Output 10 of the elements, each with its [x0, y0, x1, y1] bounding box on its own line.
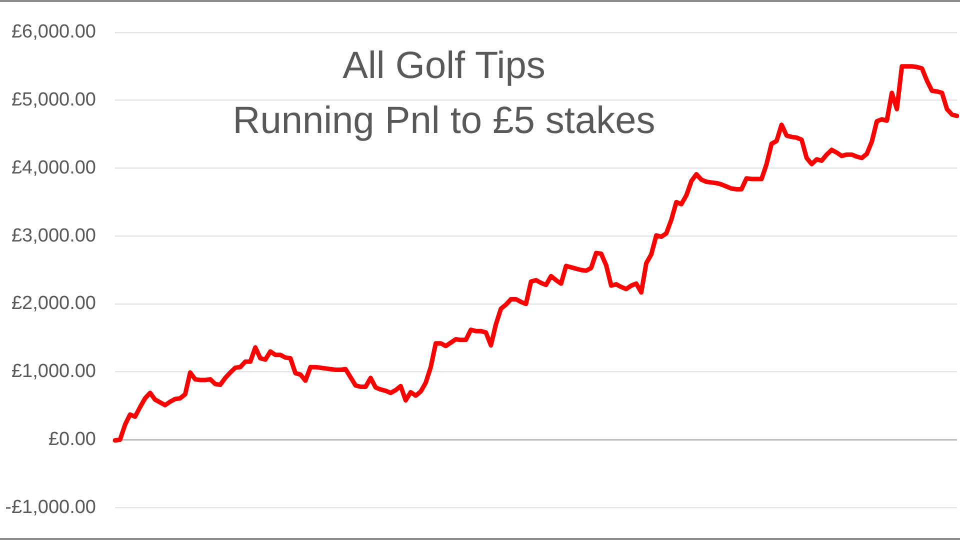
y-tick-label: £1,000.00 [11, 361, 96, 382]
chart-title: All Golf Tips [342, 44, 546, 88]
y-tick-label: £6,000.00 [11, 22, 96, 43]
y-tick-label: £5,000.00 [11, 90, 96, 111]
text: Running Pnl to £5 stakes [232, 99, 656, 143]
y-tick-label: £2,000.00 [11, 293, 96, 314]
y-tick-label: £0.00 [48, 428, 96, 450]
y-tick-label: -£1,000.00 [5, 496, 96, 518]
y-tick-label: £4,000.00 [11, 157, 96, 178]
y-tick-label: £3,000.00 [11, 225, 96, 246]
